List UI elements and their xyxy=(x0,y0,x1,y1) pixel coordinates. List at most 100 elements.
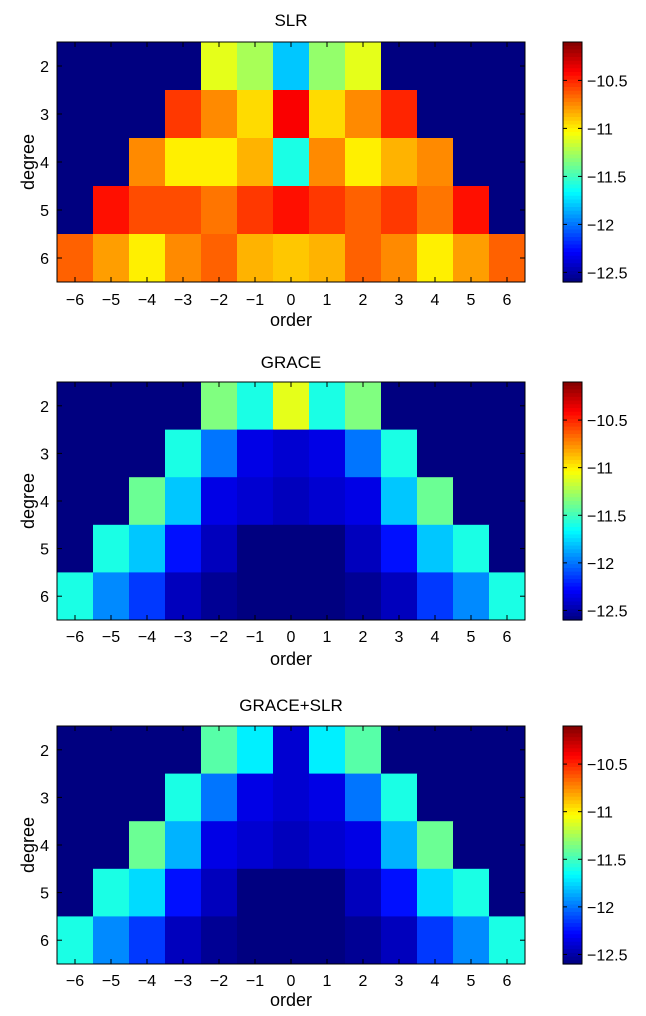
colorbar-segment xyxy=(563,162,582,167)
colorbar-segment xyxy=(563,274,582,279)
colorbar-segment xyxy=(563,733,582,738)
colorbar-segment xyxy=(563,68,582,73)
colorbar-segment xyxy=(563,789,582,794)
colorbar-segment xyxy=(563,430,582,435)
colorbar-segment xyxy=(563,218,582,223)
heatmap-cell xyxy=(453,773,490,822)
heatmap-cell xyxy=(417,90,454,139)
heatmap-cell xyxy=(489,477,526,526)
heatmap-cell xyxy=(237,429,274,478)
colorbar-segment xyxy=(563,759,582,764)
colorbar-segment xyxy=(563,882,582,887)
x-tick-label: 3 xyxy=(395,973,404,990)
colorbar-segment xyxy=(563,504,582,510)
heatmap-cell xyxy=(489,382,526,431)
x-tick-label: 5 xyxy=(467,292,476,309)
x-tick-label: 1 xyxy=(323,973,332,990)
heatmap-cell xyxy=(309,186,346,235)
heatmap-cell xyxy=(165,477,202,526)
colorbar-tick-label: −11 xyxy=(587,461,613,478)
heatmap-cell xyxy=(201,572,238,621)
y-tick-label: 2 xyxy=(40,59,49,76)
heatmap-cell xyxy=(201,821,238,870)
heatmap-cell xyxy=(165,868,202,917)
colorbar-segment xyxy=(563,270,582,276)
colorbar-segment xyxy=(563,445,582,450)
heatmap-cell xyxy=(309,524,346,573)
heatmap-cell xyxy=(201,916,238,965)
y-tick-label: 3 xyxy=(40,446,49,463)
heatmap-cell xyxy=(57,90,94,139)
colorbar-segment xyxy=(563,207,582,212)
y-axis-label: degree xyxy=(18,817,38,873)
colorbar-segment xyxy=(563,278,582,283)
colorbar-segment xyxy=(563,203,582,208)
x-tick-label: −4 xyxy=(138,292,156,309)
colorbar-segment xyxy=(563,553,582,558)
colorbar-segment xyxy=(563,411,582,417)
heatmap-panel: GRACE+SLR −6 −5 −4 −3 −2 −1 0 1 2 3 4 5 6 2 3 4 5 6 order de… xyxy=(18,696,628,1010)
colorbar-segment xyxy=(563,534,582,539)
colorbar-segment xyxy=(563,173,582,178)
colorbar-segment xyxy=(563,605,582,610)
heatmap-cell xyxy=(129,477,166,526)
heatmap-panel: GRACE −6 −5 −4 −3 −2 −1 0 1 2 3 4 5 6 2 3 4 5 6 order degree… xyxy=(18,353,628,669)
colorbar-segment xyxy=(563,856,582,861)
colorbar-segment xyxy=(563,210,582,216)
x-axis-label: order xyxy=(270,990,312,1010)
colorbar-segment xyxy=(563,926,582,932)
colorbar-segment xyxy=(563,766,582,772)
heatmap-cell xyxy=(237,868,274,917)
x-tick-label: 4 xyxy=(431,629,440,646)
y-tick-label: 5 xyxy=(40,203,49,220)
colorbar-segment xyxy=(563,437,582,443)
colorbar-segment xyxy=(563,199,582,204)
heatmap-cell xyxy=(237,382,274,431)
heatmap-cell xyxy=(237,234,274,283)
colorbar-tick-label: −10.5 xyxy=(587,73,628,90)
colorbar-segment xyxy=(563,755,582,761)
colorbar-segment xyxy=(563,400,582,405)
heatmap-cell xyxy=(309,429,346,478)
colorbar-tick-label: −12.5 xyxy=(587,265,628,282)
colorbar-segment xyxy=(563,169,582,174)
colorbar-segment xyxy=(563,45,582,51)
colorbar-segment xyxy=(563,608,582,614)
x-tick-label: 5 xyxy=(467,629,476,646)
heatmap-cell xyxy=(201,90,238,139)
heatmap-cell xyxy=(237,726,274,775)
heatmap-cell xyxy=(201,726,238,775)
y-tick-label: 2 xyxy=(40,399,49,416)
heatmap-cell xyxy=(129,186,166,235)
colorbar-segment xyxy=(563,240,582,246)
colorbar-segment xyxy=(563,471,582,476)
heatmap-cell xyxy=(453,382,490,431)
heatmap-cell xyxy=(273,186,310,235)
heatmap-cell xyxy=(381,382,418,431)
colorbar-segment xyxy=(563,177,582,182)
heatmap-cell xyxy=(417,382,454,431)
heatmap-cell xyxy=(489,916,526,965)
heatmap-cell xyxy=(93,234,130,283)
heatmap-cell xyxy=(417,726,454,775)
heatmap-cell xyxy=(165,524,202,573)
colorbar-segment xyxy=(563,497,582,502)
heatmap-cell xyxy=(345,138,382,187)
heatmap-cell xyxy=(345,477,382,526)
colorbar-segment xyxy=(563,579,582,584)
colorbar-segment xyxy=(563,908,582,913)
heatmap-cell xyxy=(489,138,526,187)
colorbar-segment xyxy=(563,541,582,547)
heatmap-cell xyxy=(381,821,418,870)
heatmap-cell xyxy=(309,234,346,283)
colorbar-segment xyxy=(563,408,582,413)
heatmap-cell xyxy=(165,429,202,478)
x-tick-label: 1 xyxy=(323,629,332,646)
colorbar-segment xyxy=(563,267,582,272)
colorbar-segment xyxy=(563,237,582,242)
heatmap-cell xyxy=(453,726,490,775)
heatmap-cell xyxy=(57,477,94,526)
heatmap-cell xyxy=(165,572,202,621)
x-tick-label: 0 xyxy=(287,292,296,309)
colorbar-segment xyxy=(563,467,582,472)
